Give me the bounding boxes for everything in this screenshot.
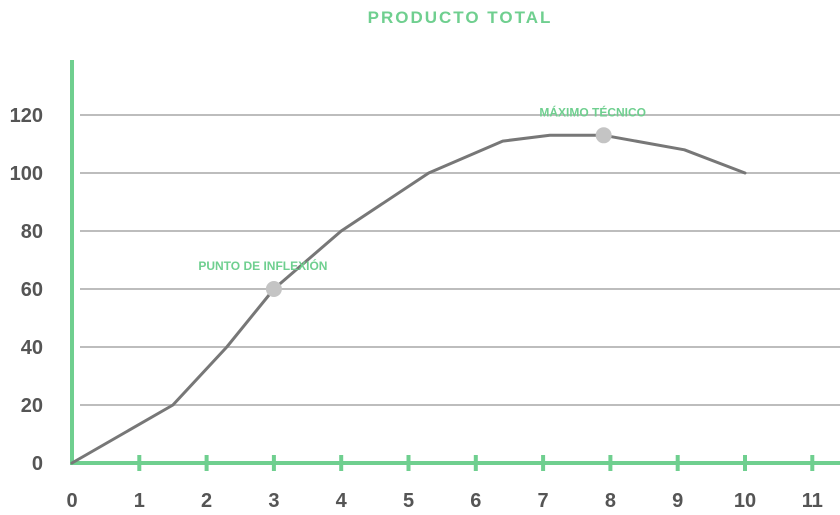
x-tick-label: 8 xyxy=(605,490,616,512)
x-tick-label: 3 xyxy=(268,490,279,512)
x-tick-label: 11 xyxy=(802,490,823,512)
annotation-marker xyxy=(265,281,282,297)
x-tick-label: 5 xyxy=(403,490,414,512)
x-tick-label: 6 xyxy=(470,490,481,512)
chart-title: PRODUCTO TOTAL xyxy=(367,8,553,27)
series-line xyxy=(70,133,747,465)
y-tick-label: 80 xyxy=(21,221,43,243)
x-tick-label: 7 xyxy=(538,490,549,512)
x-tick-label: 1 xyxy=(134,490,145,512)
x-tick-label: 9 xyxy=(672,490,683,512)
x-tick-label: 10 xyxy=(734,490,756,512)
y-tick-label: 60 xyxy=(21,279,43,301)
y-tick-label: 100 xyxy=(10,163,43,185)
annotation-label: MÁXIMO TÉCNICO xyxy=(539,104,646,119)
y-tick-label: 120 xyxy=(10,105,43,127)
y-tick-label: 40 xyxy=(21,337,43,359)
annotation-marker xyxy=(595,127,612,144)
y-tick-label: 0 xyxy=(32,453,43,475)
annotation-label: PUNTO DE INFLEXIÓN xyxy=(198,258,327,273)
x-tick-label: 4 xyxy=(336,490,348,512)
x-tick-label: 0 xyxy=(66,490,77,512)
y-tick-label: 20 xyxy=(21,395,43,417)
x-tick-label: 2 xyxy=(201,490,212,512)
